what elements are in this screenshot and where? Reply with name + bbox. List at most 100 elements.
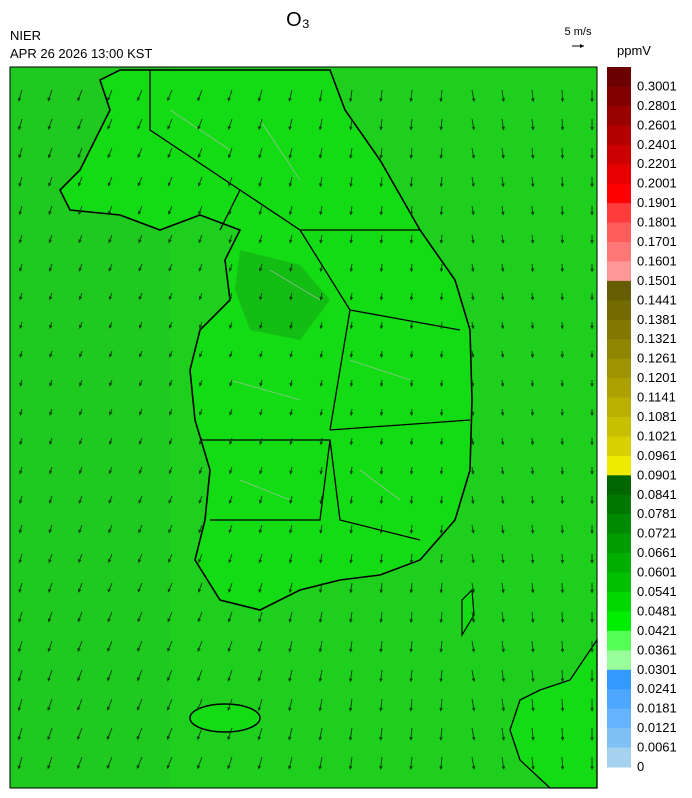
wind-arrow <box>470 321 475 330</box>
wind-arrow <box>530 321 535 330</box>
colorbar-label: 0.0301 <box>637 662 677 677</box>
wind-arrow <box>107 640 113 652</box>
wind-arrow <box>169 408 173 416</box>
wind-arrow <box>560 89 565 103</box>
wind-arrow <box>409 350 414 359</box>
wind-arrow <box>137 176 143 187</box>
wind-arrow <box>379 437 384 446</box>
wind-arrow <box>501 234 505 244</box>
wind-arrow <box>139 408 143 416</box>
color-box <box>607 669 631 690</box>
color-box <box>607 417 631 437</box>
wind-arrow <box>228 466 233 475</box>
wind-arrow <box>471 495 475 505</box>
wind-arrow <box>168 205 173 215</box>
wind-arrow <box>560 553 565 564</box>
unit-label: ppmV <box>617 43 651 58</box>
wind-arrow <box>107 669 113 682</box>
wind-arrow <box>530 234 535 244</box>
color-box <box>607 747 631 768</box>
color-box <box>607 261 631 282</box>
wind-arrow <box>197 640 203 653</box>
wind-arrow <box>530 408 535 417</box>
wind-arrow <box>379 321 384 330</box>
wind-arrow <box>409 524 414 534</box>
wind-arrow <box>47 611 53 623</box>
wind-arrow <box>560 437 564 446</box>
wind-arrow <box>138 234 143 244</box>
wind-arrow <box>471 553 475 564</box>
wind-arrow <box>168 524 173 534</box>
wind-arrow <box>49 321 53 329</box>
colorbar-label: 0.0841 <box>637 487 677 502</box>
wind-arrow <box>259 408 263 416</box>
wind-arrow <box>19 466 23 475</box>
wind-arrow <box>47 727 53 741</box>
wind-arrow <box>78 495 83 504</box>
wind-arrow <box>167 118 173 130</box>
wind-arrow <box>409 495 414 505</box>
wind-arrow <box>590 176 594 188</box>
wind-arrow <box>349 669 353 683</box>
wind-arrow <box>166 756 173 770</box>
wind-arrow <box>168 495 173 504</box>
colorbar-label: 0.1261 <box>637 351 677 366</box>
wind-arrow <box>288 89 293 102</box>
colorbar-label: 0.0781 <box>637 506 677 521</box>
wind-arrow <box>590 553 594 564</box>
wind-arrow <box>439 176 444 188</box>
wind-arrow <box>166 727 173 740</box>
wind-arrow <box>379 205 383 216</box>
colorbar-label: 0 <box>637 759 644 774</box>
wind-arrow <box>258 640 263 653</box>
wind-arrow <box>590 727 594 741</box>
wind-arrow <box>197 118 203 130</box>
wind-arrow <box>288 611 293 623</box>
wind-arrow <box>470 379 475 387</box>
wind-arrow <box>349 408 354 417</box>
wind-arrow <box>108 234 113 244</box>
wind-arrow <box>77 176 83 187</box>
wind-arrow <box>409 408 414 417</box>
wind-arrow <box>439 321 444 330</box>
wind-arrow <box>258 147 263 159</box>
wind-arrow <box>319 437 323 446</box>
wind-arrow <box>168 292 173 301</box>
wind-arrow <box>47 147 53 159</box>
wind-arrow <box>228 205 233 216</box>
wind-arrow <box>79 321 83 329</box>
wind-arrow <box>409 437 414 446</box>
wind-arrow <box>560 379 564 388</box>
wind-arrow <box>439 698 443 712</box>
wind-arrow <box>138 321 143 329</box>
wind-arrow <box>409 263 414 273</box>
colorbar-label: 0.1801 <box>637 215 677 230</box>
wind-arrow <box>318 727 323 741</box>
wind-arrow <box>409 205 414 216</box>
wind-arrow <box>47 89 53 102</box>
wind-arrow <box>289 466 293 475</box>
wind-arrow <box>590 89 594 103</box>
wind-arrow <box>348 698 353 712</box>
wind-arrow <box>228 234 233 244</box>
wind-arrow <box>228 495 233 504</box>
wind-arrow <box>471 234 475 244</box>
wind-arrow <box>318 640 323 653</box>
wind-arrow <box>198 234 203 244</box>
wind-arrow <box>501 611 505 624</box>
colorbar-label: 0.0481 <box>637 603 677 618</box>
wind-arrow <box>48 582 53 593</box>
colorbar-label: 0.0061 <box>637 740 677 755</box>
wind-arrow <box>288 147 293 159</box>
wind-arrow <box>349 611 353 624</box>
wind-arrow <box>197 582 203 593</box>
wind-arrow <box>19 263 23 272</box>
wind-arrow <box>439 292 444 301</box>
wind-arrow <box>167 89 173 102</box>
wind-arrow <box>48 553 53 564</box>
color-box <box>607 533 631 554</box>
wind-arrow <box>138 205 143 215</box>
wind-arrow <box>108 292 113 301</box>
wind-arrow <box>109 350 113 358</box>
